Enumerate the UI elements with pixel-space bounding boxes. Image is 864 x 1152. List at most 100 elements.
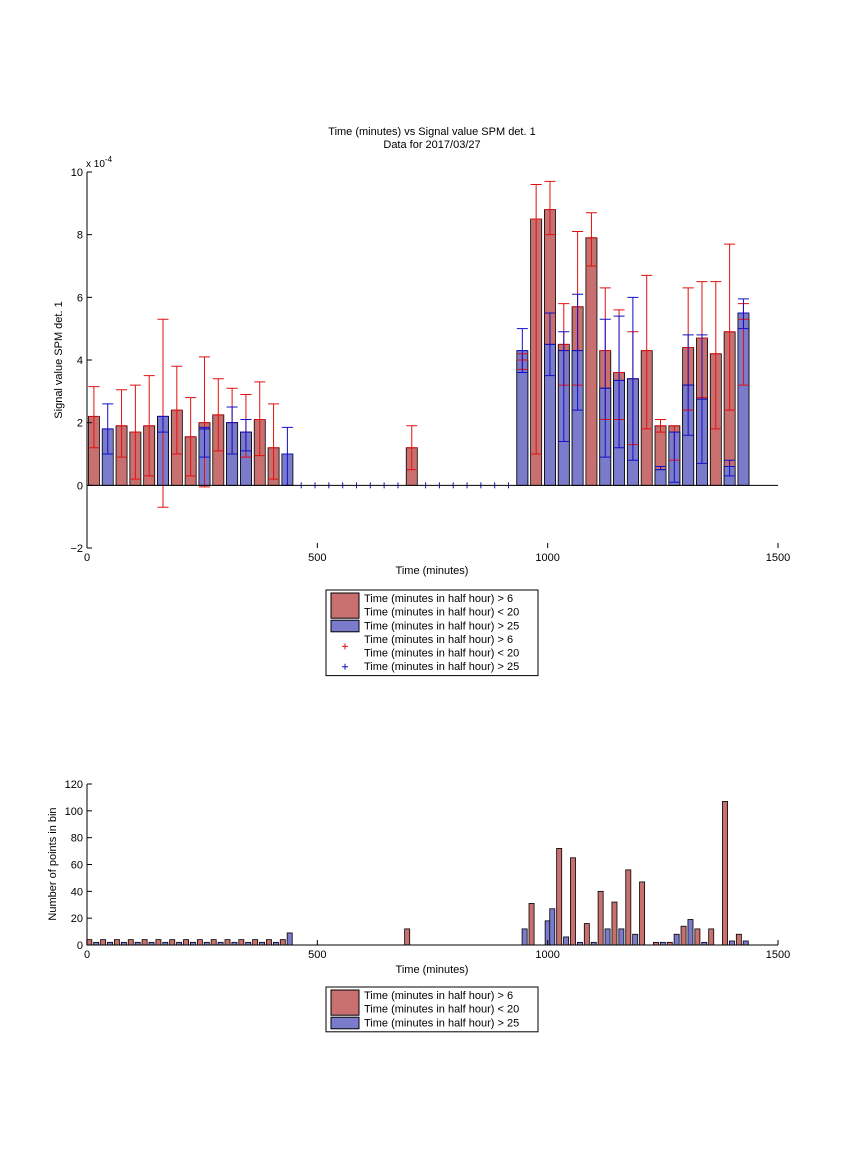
- signal-error-bar: [655, 419, 667, 433]
- signal-y-tick-label: 6: [77, 292, 83, 304]
- count-bar: [632, 933, 639, 946]
- signal-error-bar: [585, 212, 597, 267]
- signal-error-bar: [171, 365, 183, 455]
- count-bar: [279, 939, 286, 946]
- signal-error-bar: [212, 378, 224, 452]
- signal-error-bar: [641, 274, 653, 430]
- signal-error-bar: [724, 243, 736, 411]
- signal-legend-label: Time (minutes in half hour) > 25: [364, 661, 519, 673]
- signal-error-bar: [710, 281, 722, 430]
- count-bar: [114, 939, 120, 946]
- signal-legend: Time (minutes in half hour) > 6 Time (min…: [325, 589, 539, 677]
- count-bar: [141, 939, 148, 946]
- count-bar: [521, 928, 528, 946]
- count-bar: [687, 919, 694, 946]
- signal-chart-title: Time (minutes) vs Signal value SPM det. …: [328, 126, 535, 138]
- signal-bar: [585, 237, 598, 486]
- count-y-tick-label: 100: [65, 806, 83, 818]
- signal-error-bar: [226, 406, 238, 455]
- signal-legend-marker: [342, 643, 348, 650]
- count-bar: [127, 939, 134, 946]
- count-bar: [618, 928, 625, 946]
- count-bar: [196, 939, 203, 946]
- signal-y-tick-label: 10: [71, 167, 83, 179]
- count-y-tick-label: 120: [65, 779, 83, 791]
- count-plot-area: 0 500 1000 1500 0 20 40 60 80 100 120: [65, 779, 791, 961]
- count-legend: Time (minutes in half hour) > 6 Time (min…: [325, 986, 539, 1033]
- signal-error-bar: [530, 184, 542, 455]
- signal-error-bar: [627, 296, 639, 461]
- count-bar: [224, 939, 231, 946]
- signal-background: [87, 172, 778, 548]
- signal-y-tick-label: 0: [77, 480, 83, 492]
- signal-legend-label: Time (minutes in half hour) > 6: [364, 634, 513, 646]
- signal-legend-box: [325, 589, 539, 677]
- signal-error-bar: [240, 419, 252, 452]
- count-y-tick-label: 20: [71, 913, 83, 925]
- signal-error-bar: [572, 293, 584, 411]
- count-bar: [86, 939, 93, 946]
- signal-error-bar: [544, 180, 556, 236]
- signal-error-bar: [696, 334, 708, 464]
- count-bar: [286, 932, 293, 946]
- count-legend-swatch: [330, 1016, 360, 1030]
- signal-legend-marker: [342, 663, 348, 670]
- signal-y-axis-label: Signal value SPM det. 1: [53, 301, 65, 418]
- signal-error-bar: [668, 431, 680, 483]
- signal-error-bar: [143, 375, 155, 477]
- signal-error-bar: [613, 315, 625, 449]
- signal-x-tick-label: 1500: [766, 552, 790, 564]
- count-bar: [583, 923, 590, 946]
- count-x-tick-label: 0: [84, 949, 90, 961]
- count-legend-label: Time (minutes in half hour) < 20: [364, 1004, 519, 1016]
- count-x-axis-label: Time (minutes): [396, 964, 469, 976]
- signal-error-bar: [157, 318, 169, 508]
- count-bar: [708, 928, 715, 946]
- count-bar: [549, 908, 556, 946]
- count-legend-box: [325, 986, 539, 1033]
- signal-legend-swatch: [330, 592, 360, 619]
- signal-y-tick-label: 8: [77, 230, 83, 242]
- count-bar: [597, 890, 604, 946]
- count-bar: [266, 939, 272, 946]
- signal-error-bar: [682, 334, 694, 436]
- signal-error-bar: [737, 303, 749, 386]
- signal-legend-label: Time (minutes in half hour) > 6: [364, 593, 513, 605]
- signal-error-bar: [129, 384, 141, 480]
- signal-error-bar: [724, 459, 736, 477]
- count-bar: [183, 939, 189, 946]
- signal-chart: Time (minutes) vs Signal value SPM det. …: [53, 126, 790, 677]
- count-y-tick-label: 40: [71, 886, 83, 898]
- count-y-tick-label: 60: [71, 860, 83, 872]
- signal-legend-swatch: [330, 619, 360, 633]
- count-bar: [673, 933, 680, 946]
- signal-error-bar: [254, 381, 266, 457]
- count-legend-swatch: [330, 989, 360, 1016]
- count-bar: [238, 939, 245, 946]
- signal-error-bar: [185, 397, 197, 477]
- count-bar: [563, 936, 570, 946]
- signal-error-bar: [558, 331, 570, 442]
- signal-legend-label: Time (minutes in half hour) < 20: [364, 648, 519, 660]
- signal-error-bar: [116, 389, 128, 458]
- signal-error-bar: [198, 356, 210, 488]
- signal-error-bar: [516, 328, 528, 374]
- count-bar: [625, 869, 632, 946]
- count-bar: [694, 928, 701, 946]
- signal-y-tick-label: −2: [70, 543, 83, 555]
- signal-error-bar: [88, 386, 100, 449]
- count-bar: [155, 939, 162, 946]
- signal-bar: [654, 469, 667, 486]
- signal-error-bar: [102, 403, 114, 455]
- signal-error-bar: [157, 415, 169, 433]
- count-y-tick-label: 0: [77, 940, 83, 952]
- count-background: [87, 784, 778, 945]
- count-bar: [611, 901, 618, 946]
- signal-error-bar: [599, 318, 611, 458]
- count-bar: [728, 940, 735, 946]
- signal-error-bar: [406, 425, 418, 471]
- count-bar: [169, 939, 176, 946]
- count-legend-label: Time (minutes in half hour) > 6: [364, 990, 513, 1002]
